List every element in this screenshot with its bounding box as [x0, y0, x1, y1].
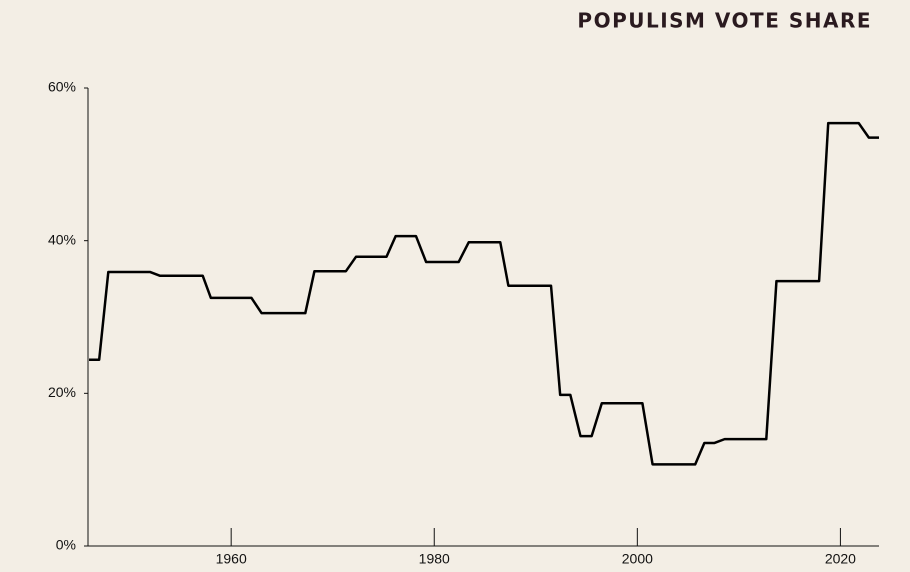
line	[89, 121, 879, 466]
x-tick-label: 1960	[216, 551, 247, 567]
y-tick-label: 40%	[48, 231, 76, 247]
y-tick-label: 0%	[56, 537, 76, 553]
chart-title: POPULISM VOTE SHARE	[577, 9, 872, 33]
y-tick-label: 20%	[48, 384, 76, 400]
x-tick-label: 2000	[622, 551, 653, 567]
x-tick-label: 1980	[419, 551, 450, 567]
x-tick-label: 2020	[825, 551, 856, 567]
y-tick-label: 60%	[48, 79, 76, 95]
